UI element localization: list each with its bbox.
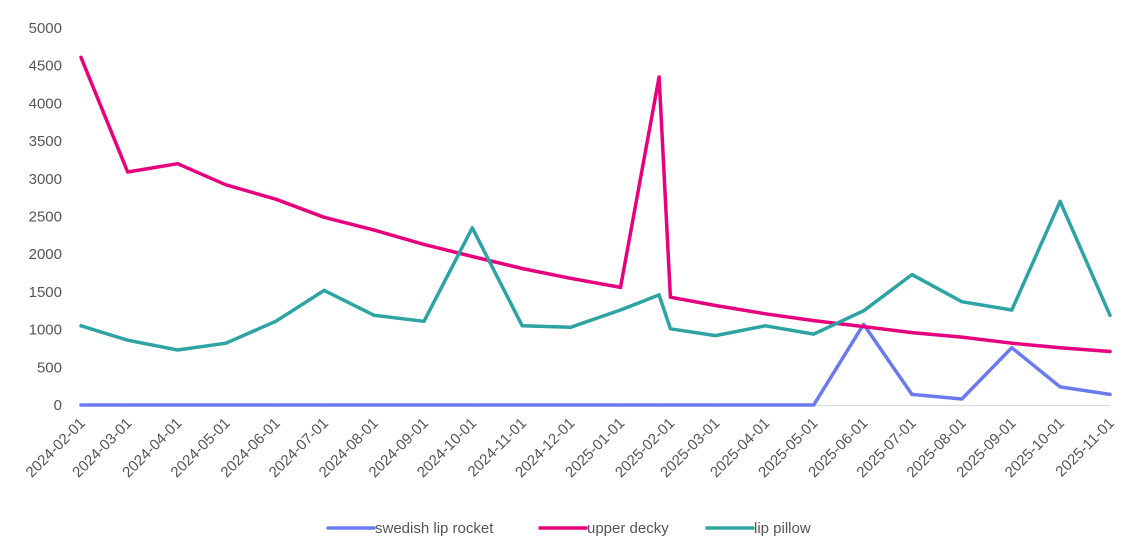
- data-point[interactable]: [812, 332, 816, 336]
- data-point[interactable]: [1058, 199, 1062, 203]
- data-point[interactable]: [470, 254, 474, 259]
- data-point[interactable]: [79, 324, 83, 328]
- data-point[interactable]: [713, 303, 718, 308]
- series-points-upper-decky: [79, 55, 1112, 354]
- x-axis-tick-labels: 2024-02-012024-03-012024-04-012024-05-01…: [23, 415, 1118, 481]
- y-tick-label: 1000: [29, 322, 62, 339]
- data-point[interactable]: [763, 403, 768, 407]
- data-point[interactable]: [713, 403, 718, 407]
- data-point[interactable]: [568, 325, 573, 329]
- series-lines: [79, 55, 1112, 407]
- data-point[interactable]: [862, 309, 866, 313]
- y-tick-label: 1500: [29, 284, 62, 301]
- data-point[interactable]: [618, 403, 623, 407]
- data-point[interactable]: [176, 348, 180, 352]
- data-point[interactable]: [224, 183, 228, 187]
- data-point[interactable]: [1108, 313, 1112, 317]
- y-tick-label: 0: [54, 397, 62, 414]
- legend-label: swedish lip rocket: [375, 520, 494, 537]
- data-point[interactable]: [470, 403, 474, 407]
- data-point[interactable]: [668, 295, 673, 299]
- legend-item-lip-pillow[interactable]: lip pillow: [705, 520, 811, 537]
- data-point[interactable]: [372, 228, 376, 232]
- data-point[interactable]: [568, 276, 573, 280]
- data-point[interactable]: [322, 288, 326, 292]
- data-point[interactable]: [812, 403, 816, 407]
- data-point[interactable]: [520, 403, 524, 407]
- data-point[interactable]: [862, 325, 866, 329]
- data-point[interactable]: [422, 403, 426, 407]
- y-tick-label: 3500: [29, 133, 62, 150]
- y-axis-tick-labels: 0 500 1000 1500 2000 2500 3000 3500 4000 4500 5000: [29, 20, 62, 414]
- data-point[interactable]: [568, 403, 573, 407]
- data-point[interactable]: [618, 285, 623, 289]
- legend-item-upper-decky[interactable]: upper decky: [538, 520, 669, 537]
- data-point[interactable]: [126, 170, 130, 174]
- data-point[interactable]: [274, 403, 278, 407]
- series-line-upper-decky[interactable]: [79, 55, 1112, 354]
- y-tick-label: 5000: [29, 20, 62, 37]
- data-point[interactable]: [1058, 346, 1062, 350]
- data-point[interactable]: [668, 403, 673, 407]
- data-point[interactable]: [713, 334, 718, 338]
- data-point[interactable]: [224, 341, 228, 345]
- data-point[interactable]: [960, 300, 964, 304]
- series-points-lip-pillow: [79, 199, 1112, 352]
- series-line-lip-pillow[interactable]: [79, 199, 1112, 352]
- legend-item-swedish-lip-rocket[interactable]: swedish lip rocket: [326, 520, 494, 537]
- data-point[interactable]: [763, 312, 768, 316]
- data-point[interactable]: [372, 403, 376, 407]
- data-point[interactable]: [668, 327, 673, 331]
- data-point[interactable]: [1108, 349, 1112, 354]
- data-point[interactable]: [657, 403, 661, 407]
- data-point[interactable]: [618, 308, 623, 312]
- data-point[interactable]: [176, 403, 180, 407]
- y-tick-label: 500: [37, 359, 62, 376]
- data-point[interactable]: [910, 273, 914, 277]
- data-point[interactable]: [372, 313, 376, 317]
- data-point[interactable]: [657, 75, 661, 79]
- data-point[interactable]: [520, 266, 524, 271]
- series-points-swedish-lip-rocket: [79, 322, 1112, 407]
- data-point[interactable]: [79, 403, 83, 407]
- data-point[interactable]: [1010, 346, 1014, 350]
- data-point[interactable]: [79, 55, 83, 60]
- data-point[interactable]: [274, 197, 278, 201]
- data-point[interactable]: [657, 293, 661, 297]
- data-point[interactable]: [322, 403, 326, 407]
- data-point[interactable]: [812, 319, 816, 323]
- y-tick-label: 2500: [29, 209, 62, 226]
- y-tick-label: 4000: [29, 95, 62, 112]
- data-point[interactable]: [1058, 385, 1062, 389]
- data-point[interactable]: [1010, 341, 1014, 345]
- legend-label: upper decky: [587, 520, 669, 537]
- data-point[interactable]: [1108, 392, 1112, 396]
- data-point[interactable]: [176, 162, 180, 166]
- data-point[interactable]: [422, 319, 426, 323]
- data-point[interactable]: [422, 242, 426, 246]
- y-tick-label: 2000: [29, 246, 62, 263]
- data-point[interactable]: [960, 335, 964, 339]
- data-point[interactable]: [126, 338, 130, 342]
- y-tick-label: 3000: [29, 171, 62, 188]
- data-point[interactable]: [520, 324, 524, 328]
- data-point[interactable]: [763, 324, 768, 328]
- data-point[interactable]: [1010, 308, 1014, 312]
- data-point[interactable]: [910, 331, 914, 335]
- data-point[interactable]: [470, 226, 474, 230]
- data-point[interactable]: [224, 403, 228, 407]
- data-point[interactable]: [322, 215, 326, 219]
- y-tick-label: 4500: [29, 58, 62, 75]
- legend[interactable]: swedish lip rocket upper decky lip pillow: [326, 520, 811, 537]
- data-point[interactable]: [910, 392, 914, 396]
- data-point[interactable]: [126, 403, 130, 407]
- data-point[interactable]: [274, 319, 278, 323]
- legend-label: lip pillow: [754, 520, 811, 537]
- data-point[interactable]: [960, 397, 964, 401]
